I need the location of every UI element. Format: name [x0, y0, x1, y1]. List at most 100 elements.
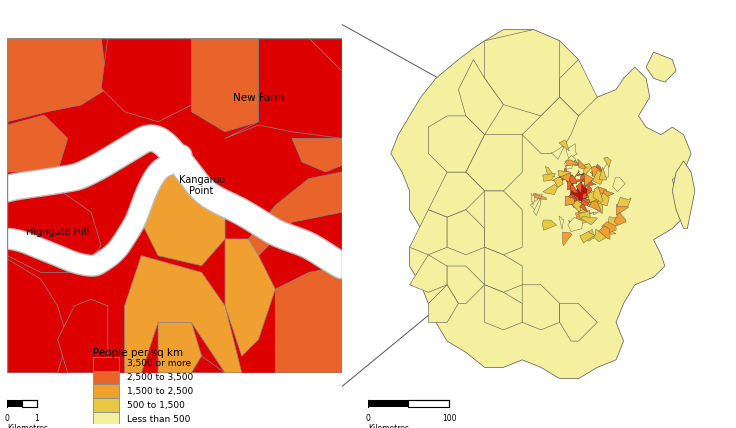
Polygon shape — [592, 170, 605, 184]
Polygon shape — [570, 200, 582, 212]
Polygon shape — [530, 199, 542, 213]
Polygon shape — [543, 184, 557, 194]
Polygon shape — [534, 199, 541, 216]
Bar — [93, 412, 119, 426]
Text: Kilometres: Kilometres — [7, 424, 49, 428]
Polygon shape — [565, 155, 576, 169]
Polygon shape — [7, 115, 68, 172]
Bar — [93, 371, 119, 384]
Polygon shape — [484, 285, 523, 330]
Polygon shape — [409, 255, 447, 292]
Polygon shape — [292, 139, 342, 172]
Text: 100: 100 — [442, 413, 456, 422]
Polygon shape — [602, 190, 614, 199]
Polygon shape — [590, 193, 600, 204]
Polygon shape — [566, 175, 573, 187]
Text: 0: 0 — [5, 413, 10, 422]
Polygon shape — [576, 181, 581, 194]
Bar — [22, 400, 37, 407]
Polygon shape — [428, 285, 459, 322]
Polygon shape — [565, 160, 579, 166]
Bar — [7, 400, 22, 407]
Polygon shape — [595, 229, 606, 242]
Polygon shape — [577, 173, 584, 176]
Polygon shape — [484, 191, 523, 255]
Bar — [93, 384, 119, 398]
Polygon shape — [598, 193, 609, 206]
Polygon shape — [562, 168, 567, 181]
Text: 3,500 or more: 3,500 or more — [127, 359, 191, 368]
Polygon shape — [614, 212, 626, 226]
Polygon shape — [587, 191, 598, 202]
Polygon shape — [576, 191, 587, 201]
Polygon shape — [602, 222, 616, 232]
Polygon shape — [409, 210, 447, 255]
Polygon shape — [566, 144, 577, 159]
Polygon shape — [542, 173, 556, 181]
Polygon shape — [523, 285, 559, 330]
Bar — [93, 398, 119, 412]
Polygon shape — [559, 216, 564, 229]
Polygon shape — [545, 166, 555, 178]
Polygon shape — [617, 197, 631, 206]
Polygon shape — [592, 164, 602, 175]
Polygon shape — [578, 208, 590, 218]
Text: 500 to 1,500: 500 to 1,500 — [127, 401, 185, 410]
Polygon shape — [225, 38, 342, 139]
Polygon shape — [101, 38, 191, 122]
Polygon shape — [141, 172, 225, 266]
Polygon shape — [578, 210, 590, 223]
Polygon shape — [568, 178, 573, 190]
Polygon shape — [584, 163, 592, 175]
Polygon shape — [583, 180, 596, 187]
Polygon shape — [534, 193, 546, 200]
Polygon shape — [581, 217, 598, 225]
Polygon shape — [7, 259, 68, 373]
Polygon shape — [603, 226, 616, 234]
Polygon shape — [601, 163, 609, 177]
Polygon shape — [428, 172, 484, 217]
Polygon shape — [558, 171, 570, 179]
Polygon shape — [590, 212, 598, 215]
Text: Kilometres: Kilometres — [368, 424, 409, 428]
Text: New Farm: New Farm — [233, 93, 284, 103]
Polygon shape — [576, 182, 584, 194]
Polygon shape — [673, 161, 695, 229]
Polygon shape — [552, 175, 563, 187]
Polygon shape — [590, 168, 601, 178]
Polygon shape — [570, 184, 578, 193]
Polygon shape — [581, 198, 592, 205]
Polygon shape — [447, 266, 484, 303]
Polygon shape — [646, 52, 676, 82]
Polygon shape — [391, 30, 691, 379]
Text: 0: 0 — [366, 413, 370, 422]
Polygon shape — [578, 187, 590, 197]
Polygon shape — [559, 172, 571, 182]
Polygon shape — [7, 178, 101, 272]
Polygon shape — [225, 239, 275, 356]
Polygon shape — [158, 323, 202, 373]
Text: Highgate Hill: Highgate Hill — [26, 227, 89, 237]
Text: 1,500 to 2,500: 1,500 to 2,500 — [127, 387, 194, 396]
Polygon shape — [570, 200, 578, 208]
Polygon shape — [587, 201, 601, 211]
Polygon shape — [577, 200, 590, 207]
Polygon shape — [579, 204, 590, 214]
Polygon shape — [598, 226, 610, 239]
Polygon shape — [592, 166, 602, 177]
Text: Less than 500: Less than 500 — [127, 415, 191, 424]
Polygon shape — [559, 140, 569, 151]
Polygon shape — [559, 303, 598, 341]
Polygon shape — [586, 186, 592, 196]
Polygon shape — [428, 116, 484, 172]
Polygon shape — [575, 170, 579, 177]
Polygon shape — [613, 177, 625, 192]
Polygon shape — [599, 167, 606, 180]
Polygon shape — [551, 146, 564, 159]
Polygon shape — [523, 97, 578, 153]
Polygon shape — [604, 157, 612, 167]
Polygon shape — [191, 356, 225, 373]
Polygon shape — [565, 196, 574, 205]
Polygon shape — [559, 59, 598, 116]
Polygon shape — [57, 299, 107, 373]
